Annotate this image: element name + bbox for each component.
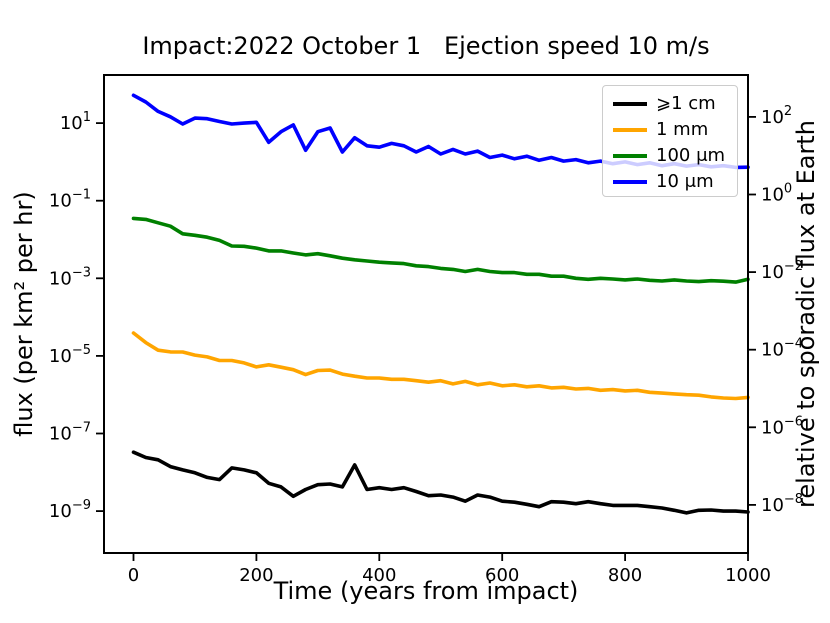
legend-item: 1 mm: [613, 117, 737, 143]
y-tick-label: 10−5: [49, 343, 91, 367]
chart-title: Impact:2022 October 1 Ejection speed 10 …: [142, 32, 710, 60]
x-tick-label: 1000: [725, 565, 771, 586]
series-line-3: [131, 216, 750, 284]
x-tick-label: 0: [128, 565, 139, 586]
y-tick-label: 101: [60, 110, 91, 134]
y-axis-label-right: relative to sporadic flux at Earth: [792, 120, 820, 508]
legend-item-label: 1 mm: [656, 119, 709, 140]
x-tick-label: 400: [362, 565, 396, 586]
y-tick-label: 10−1: [49, 188, 91, 212]
plot-frame: [103, 74, 749, 554]
y-tick-label: 100: [761, 182, 792, 206]
legend-item: 10 μm: [613, 169, 737, 195]
series-line-1: [131, 450, 750, 515]
y-axis-label-left: flux (per km² per hr): [10, 191, 38, 437]
legend-item-label: 10 μm: [656, 171, 714, 192]
legend-line-sample: [613, 102, 647, 106]
legend-item-label: ⩾1 cm: [656, 93, 716, 114]
x-tick-label: 200: [239, 565, 273, 586]
series-line-2: [131, 331, 750, 401]
legend: ⩾1 cm 1 mm 100 μm 10 μm: [602, 85, 738, 197]
legend-line-sample: [613, 128, 647, 132]
x-axis-label: Time (years from impact): [273, 577, 579, 605]
x-tick-label: 800: [608, 565, 642, 586]
y-tick-label: 10−7: [49, 421, 91, 445]
legend-item-label: 100 μm: [656, 145, 726, 166]
legend-item: 100 μm: [613, 143, 737, 169]
legend-item: ⩾1 cm: [613, 91, 737, 117]
y-tick-label: 10−8: [761, 492, 803, 516]
legend-line-sample: [613, 154, 647, 158]
legend-line-sample: [613, 180, 647, 184]
y-tick-label: 10−3: [49, 265, 91, 289]
y-tick-label: 10−9: [49, 498, 91, 522]
x-tick-label: 600: [485, 565, 519, 586]
y-tick-label: 102: [761, 104, 792, 128]
